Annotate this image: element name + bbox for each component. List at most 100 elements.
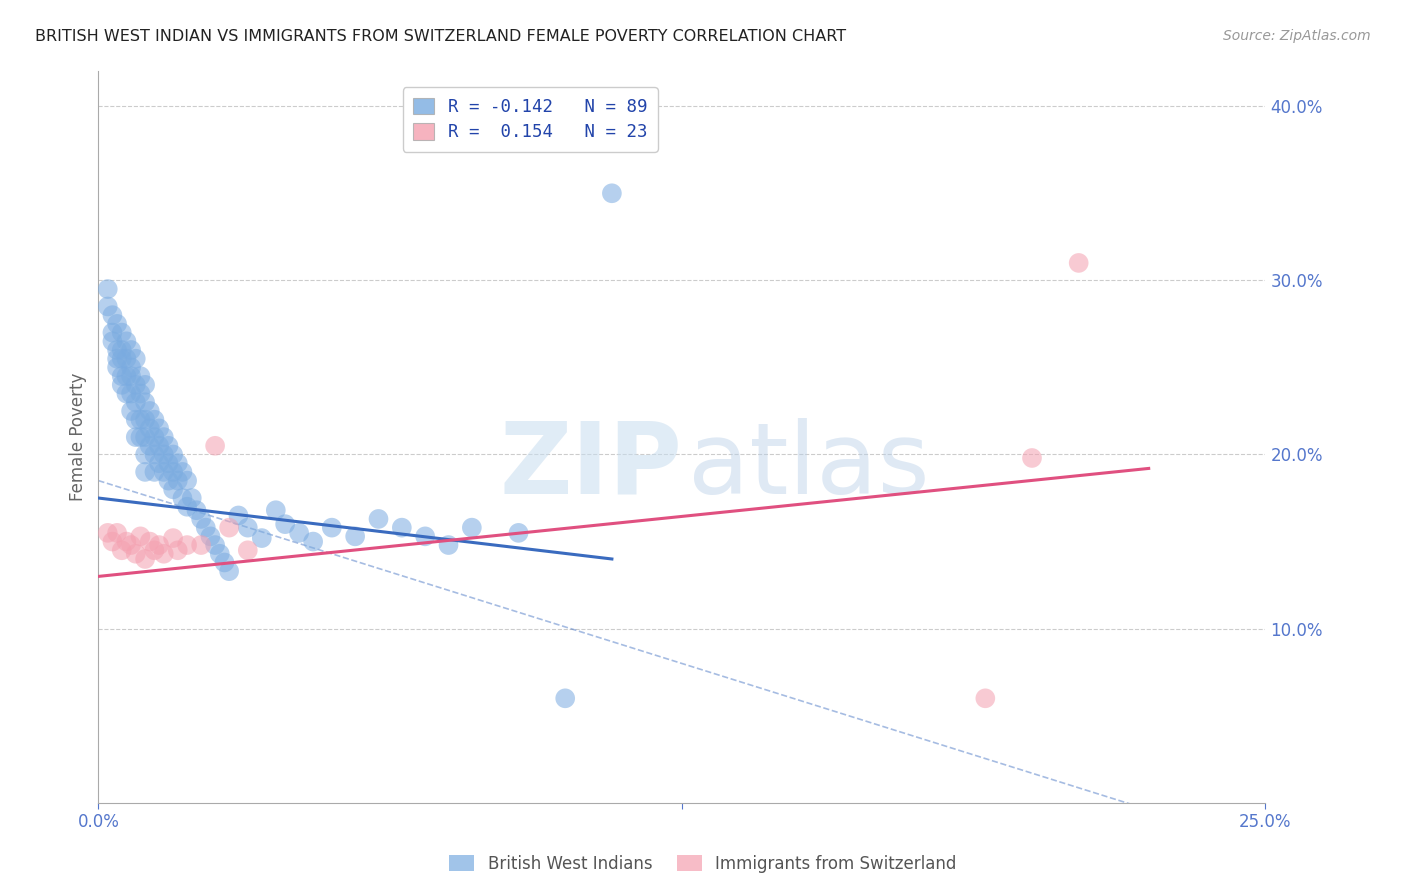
Point xyxy=(111,343,134,357)
Point xyxy=(134,465,156,479)
Point xyxy=(111,351,134,366)
Point xyxy=(264,503,287,517)
Point xyxy=(391,521,413,535)
Point xyxy=(129,369,152,384)
Point xyxy=(176,500,198,514)
Point xyxy=(176,538,198,552)
Point xyxy=(302,534,325,549)
Point xyxy=(139,534,162,549)
Point xyxy=(139,439,162,453)
Point xyxy=(134,412,156,426)
Point xyxy=(413,529,436,543)
Point xyxy=(125,412,148,426)
Point xyxy=(101,334,124,349)
Point xyxy=(148,439,170,453)
Point xyxy=(120,404,142,418)
Point xyxy=(101,534,124,549)
Legend: R = -0.142   N = 89, R =  0.154   N = 23: R = -0.142 N = 89, R = 0.154 N = 23 xyxy=(402,87,658,152)
Point xyxy=(148,538,170,552)
Point xyxy=(143,465,166,479)
Point xyxy=(120,538,142,552)
Point xyxy=(152,430,174,444)
Y-axis label: Female Poverty: Female Poverty xyxy=(69,373,87,501)
Point xyxy=(190,538,212,552)
Point xyxy=(105,343,128,357)
Point xyxy=(134,430,156,444)
Point xyxy=(344,529,367,543)
Point xyxy=(208,547,231,561)
Point xyxy=(190,512,212,526)
Point xyxy=(186,503,208,517)
Point xyxy=(120,343,142,357)
Text: ZIP: ZIP xyxy=(499,417,682,515)
Point xyxy=(111,377,134,392)
Point xyxy=(157,439,180,453)
Text: Source: ZipAtlas.com: Source: ZipAtlas.com xyxy=(1223,29,1371,43)
Point xyxy=(228,508,250,523)
Point xyxy=(218,521,240,535)
Point xyxy=(166,474,188,488)
Point xyxy=(120,369,142,384)
Point xyxy=(111,326,134,340)
Point xyxy=(143,448,166,462)
Point xyxy=(97,300,120,314)
Point xyxy=(134,377,156,392)
Point xyxy=(105,351,128,366)
Point xyxy=(105,317,128,331)
Point xyxy=(204,538,226,552)
Point xyxy=(115,534,138,549)
Point xyxy=(125,430,148,444)
Point xyxy=(115,334,138,349)
Point xyxy=(162,448,184,462)
Point xyxy=(172,491,194,505)
Point xyxy=(218,564,240,578)
Point xyxy=(97,282,120,296)
Point xyxy=(134,448,156,462)
Point xyxy=(166,543,188,558)
Point xyxy=(274,517,297,532)
Point xyxy=(143,412,166,426)
Point xyxy=(200,529,222,543)
Point xyxy=(152,465,174,479)
Point xyxy=(125,377,148,392)
Point xyxy=(1021,450,1043,465)
Point xyxy=(236,543,259,558)
Point xyxy=(367,512,389,526)
Point xyxy=(120,386,142,401)
Point xyxy=(101,326,124,340)
Point xyxy=(1067,256,1090,270)
Point xyxy=(194,521,217,535)
Point xyxy=(115,386,138,401)
Text: atlas: atlas xyxy=(688,417,929,515)
Point xyxy=(105,525,128,540)
Point xyxy=(143,430,166,444)
Point xyxy=(139,404,162,418)
Point xyxy=(105,360,128,375)
Point xyxy=(157,456,180,470)
Point xyxy=(152,547,174,561)
Point xyxy=(115,369,138,384)
Point xyxy=(115,351,138,366)
Point xyxy=(134,552,156,566)
Point xyxy=(111,369,134,384)
Point xyxy=(180,491,202,505)
Point xyxy=(129,412,152,426)
Point xyxy=(554,691,576,706)
Point xyxy=(461,521,484,535)
Point xyxy=(157,474,180,488)
Point xyxy=(139,421,162,435)
Point xyxy=(250,531,273,545)
Point xyxy=(125,395,148,409)
Text: BRITISH WEST INDIAN VS IMMIGRANTS FROM SWITZERLAND FEMALE POVERTY CORRELATION CH: BRITISH WEST INDIAN VS IMMIGRANTS FROM S… xyxy=(35,29,846,44)
Point xyxy=(143,543,166,558)
Legend: British West Indians, Immigrants from Switzerland: British West Indians, Immigrants from Sw… xyxy=(443,848,963,880)
Point xyxy=(437,538,460,552)
Point xyxy=(120,360,142,375)
Point xyxy=(152,448,174,462)
Point xyxy=(111,543,134,558)
Point xyxy=(148,456,170,470)
Point xyxy=(176,474,198,488)
Point xyxy=(125,547,148,561)
Point xyxy=(101,308,124,322)
Point xyxy=(162,465,184,479)
